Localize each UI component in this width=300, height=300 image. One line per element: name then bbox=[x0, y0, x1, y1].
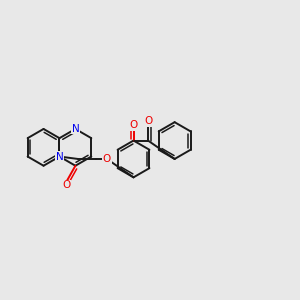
Text: O: O bbox=[103, 154, 111, 164]
Text: N: N bbox=[71, 124, 79, 134]
Text: O: O bbox=[63, 180, 71, 190]
Text: O: O bbox=[129, 120, 138, 130]
Text: O: O bbox=[144, 116, 152, 126]
Text: N: N bbox=[56, 152, 63, 161]
